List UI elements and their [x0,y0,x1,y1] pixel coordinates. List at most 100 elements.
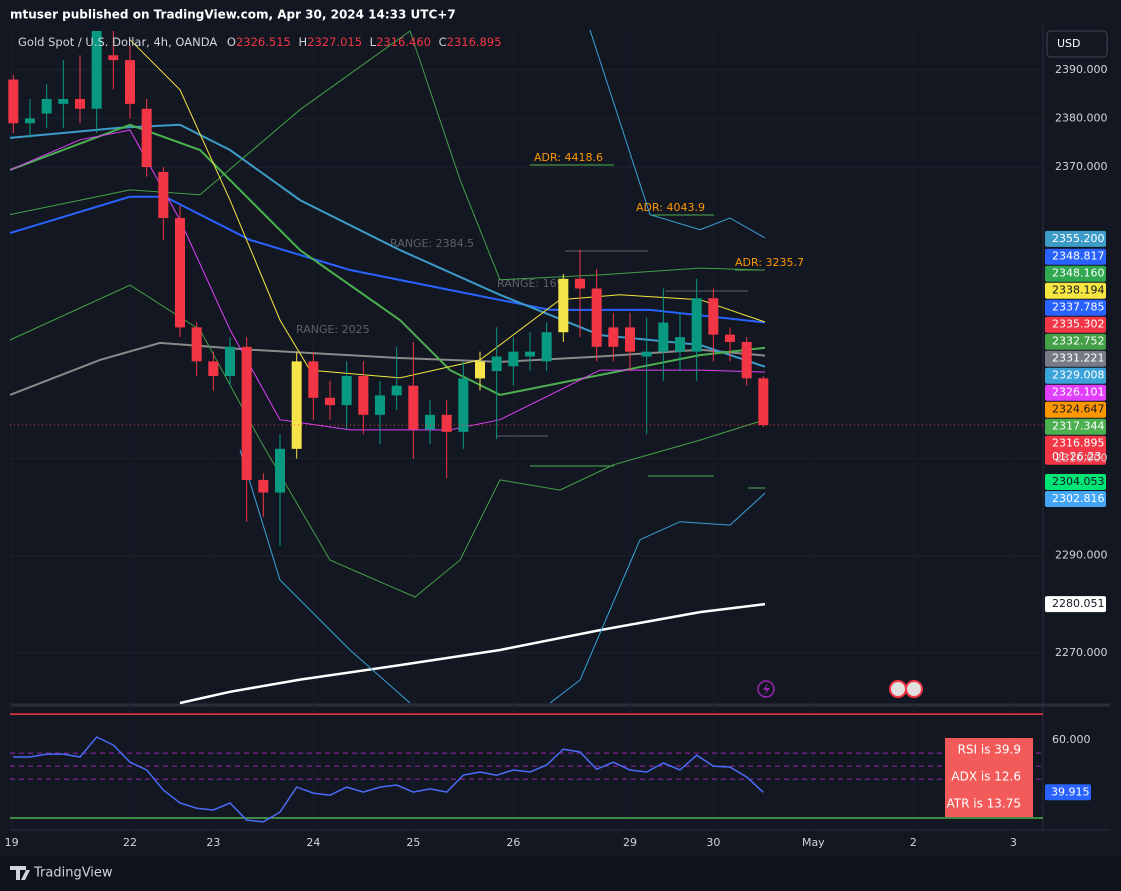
candle-body [225,346,235,376]
adr-label: ADR: 4043.9 [636,201,705,214]
price-badge-label: 2317.344 [1052,420,1105,433]
x-tick-label: 23 [206,836,220,849]
info-text: ATR is 13.75 [946,797,1021,811]
price-badge-label: 2348.817 [1052,250,1105,263]
lightning-icon [763,683,770,696]
x-tick-label: 22 [123,836,137,849]
candle-body [475,361,485,379]
info-text: ADX is 12.6 [951,770,1021,784]
x-tick-label: 25 [406,836,420,849]
rsi-pane: 60.000 39.915 RSI is 39.9 ADX is 12.6 ATR is… [10,713,1091,823]
price-badge [1045,265,1106,282]
published-line: mtuser published on TradingView.com, Apr… [10,8,456,22]
price-badge-label: 2329.008 [1052,369,1105,382]
candle-body [725,334,735,342]
candle-body [91,30,102,109]
indicator-line [179,602,766,705]
candle-body [141,108,152,168]
price-badge-label: 2316.895 [1052,437,1105,450]
info-text: RSI is 39.9 [958,743,1021,757]
price-badge [1045,401,1106,418]
indicator-line [9,195,766,324]
y-tick-label: 2390.000 [1055,63,1108,76]
candle-body [558,278,569,333]
y-tick-label: 2370.000 [1055,160,1108,173]
rsi-badge [1045,784,1091,801]
y-tick-label: 2310.000 [1055,452,1108,465]
adr-label: ADR: 3235.7 [735,256,804,269]
y-tick-label: 2290.000 [1055,549,1108,562]
footer-brand: TradingView [33,866,113,881]
candle-body [58,98,69,104]
flag-icon[interactable] [905,680,923,698]
candle-body [758,378,769,426]
price-badge-label: 2332.752 [1052,335,1105,348]
price-badge-label: 2280.051 [1052,597,1105,610]
candle-body [641,351,652,357]
candle-body [425,414,435,430]
candle-body [8,79,19,124]
currency-button[interactable] [1046,30,1108,58]
price-badge [1045,367,1106,384]
x-tick-label: May [802,836,825,849]
candle-body [658,322,669,352]
event-icons [757,680,923,698]
candle-body [158,171,169,219]
event-icon[interactable] [757,680,775,698]
price-badge [1045,248,1106,265]
x-tick-label: 3 [1010,836,1017,849]
indicator-line [589,29,766,239]
candle-body [375,395,385,415]
candle-body [291,361,302,449]
ohlc-value: 2326.515 [236,35,291,49]
annotations: ADR: 4418.6 ADR: 4043.9 ADR: 3235.7 RANG… [296,151,804,489]
price-badge [1045,316,1106,333]
price-badge-label: 2355.200 [1052,232,1105,245]
candle-body [41,98,52,114]
price-badge [1045,282,1106,299]
candle-body [675,337,685,352]
indicator-line [9,129,766,431]
ohlc-value: 2327.015 [307,35,362,49]
candle-body [625,327,635,352]
candle-body [258,479,269,493]
candle-body [541,332,552,362]
ohlc-value: 2316.895 [447,35,502,49]
flag-icon[interactable] [889,680,907,698]
range-label: RANGE: 169 [497,277,564,290]
candle-body [125,60,135,104]
candle-body [575,278,585,289]
candle-body [708,298,719,335]
candle-body [741,341,752,379]
price-badge [1045,418,1106,435]
symbol: Gold Spot / U.S. Dollar, 4h, OANDA [18,35,217,49]
candle-body [508,351,519,367]
candle-body [108,55,119,61]
price-badge [1045,333,1106,350]
indicator-line [129,39,766,379]
price-badge-label: 2337.785 [1052,301,1105,314]
ohlc-label: C [439,35,447,49]
price-badge-label: 2348.160 [1052,267,1105,280]
candle-body [525,351,535,357]
candle-body [441,414,452,432]
candle-body [208,361,219,376]
symbol-legend: Gold Spot / U.S. Dollar, 4h, OANDA O2326… [18,35,502,49]
candle-body [691,298,702,352]
candle-body [308,361,319,398]
indicator-line [239,449,766,704]
price-badge [1045,490,1106,507]
candle-body [275,448,285,493]
y-tick-label: 2380.000 [1055,111,1108,124]
price-badge [1045,596,1106,613]
countdown: 01:26:23 [1052,450,1101,463]
price-badge [1045,350,1106,367]
footer-bar [0,856,1121,891]
x-tick-label: 24 [306,836,320,849]
x-tick-label: 26 [506,836,520,849]
indicator-line [9,284,766,598]
price-badge [1045,473,1106,490]
rsi-badge-label: 39.915 [1051,785,1090,798]
ohlc-label: O [227,35,236,49]
